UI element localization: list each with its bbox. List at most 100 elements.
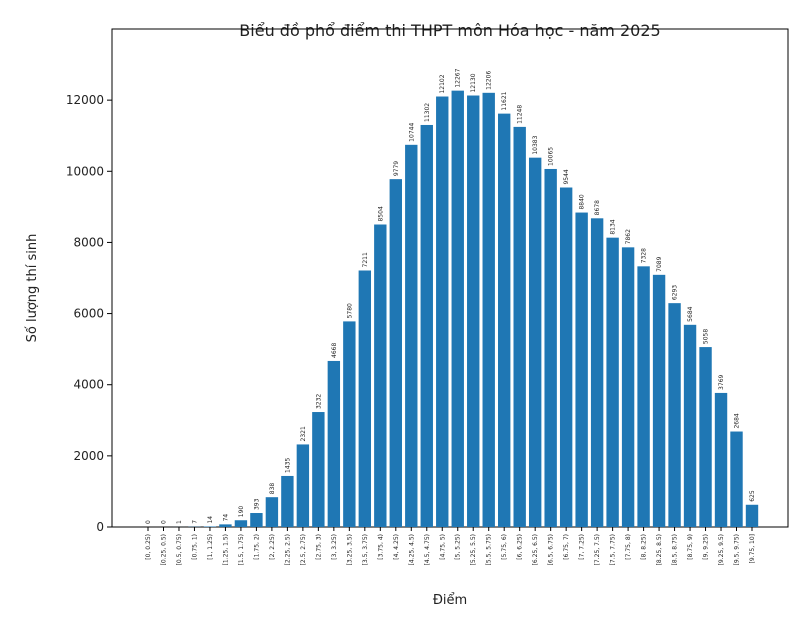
bar: [297, 444, 309, 527]
value-label: 7: [191, 520, 198, 524]
bar: [575, 213, 587, 527]
x-tick-label: [8.75, 9): [687, 534, 694, 560]
bar: [560, 188, 572, 527]
value-label: 393: [253, 498, 260, 510]
value-label: 2321: [300, 426, 307, 441]
bar: [266, 497, 278, 527]
bar: [591, 218, 603, 527]
x-tick-label: [2.75, 3): [315, 534, 322, 560]
bar: [405, 145, 417, 527]
bar: [436, 97, 448, 527]
x-tick-label: [6, 6.25): [517, 534, 524, 560]
x-tick-label: [3.5, 3.75): [362, 534, 369, 565]
value-label: 5058: [703, 329, 710, 344]
x-tick-label: [6.75, 7): [563, 534, 570, 560]
bar: [374, 225, 386, 527]
value-label: 7328: [641, 248, 648, 263]
bar: [668, 303, 680, 527]
value-label: 8840: [579, 194, 586, 209]
y-tick-label: 12000: [66, 93, 104, 107]
bar: [746, 505, 758, 527]
value-label: 10383: [532, 135, 539, 154]
x-tick-label: [4.5, 4.75): [424, 534, 431, 565]
x-tick-label: [0.5, 0.75): [176, 534, 183, 565]
value-label: 12130: [470, 73, 477, 92]
x-tick-label: [3, 3.25): [331, 534, 338, 560]
x-tick-label: [3.75, 4): [377, 534, 384, 560]
value-label: 12206: [486, 71, 493, 90]
x-tick-label: [4, 4.25): [393, 534, 400, 560]
bar: [312, 412, 324, 527]
value-label: 8678: [594, 200, 601, 215]
bar: [235, 520, 247, 527]
bar: [715, 393, 727, 527]
bar: [684, 325, 696, 527]
x-tick-label: [7.5, 7.75): [610, 534, 617, 565]
x-tick-label: [5.5, 5.75): [486, 534, 493, 565]
value-label: 4668: [331, 343, 338, 358]
x-tick-label: [0, 0.25): [145, 534, 152, 560]
x-tick-label: [3.25, 3.5): [346, 534, 353, 565]
value-label: 1435: [284, 458, 291, 473]
y-tick-label: 0: [96, 520, 104, 534]
bar: [606, 238, 618, 527]
bar: [219, 524, 231, 527]
bar: [498, 114, 510, 527]
y-tick-label: 6000: [73, 307, 104, 321]
bar: [343, 321, 355, 527]
bar: [483, 93, 495, 527]
bar: [637, 266, 649, 527]
bar: [452, 91, 464, 527]
bar: [390, 179, 402, 527]
x-tick-label: [7.25, 7.5): [594, 534, 601, 565]
x-tick-label: [1, 1.25): [207, 534, 214, 560]
x-tick-label: [2.5, 2.75): [300, 534, 307, 565]
value-label: 11248: [517, 105, 524, 124]
bar: [544, 169, 556, 527]
x-tick-label: [1.25, 1.5): [222, 534, 229, 565]
bar: [250, 513, 262, 527]
value-label: 7862: [625, 229, 632, 244]
chart-title: Biểu đồ phổ điểm thi THPT môn Hóa học - …: [239, 21, 660, 40]
value-label: 8504: [377, 206, 384, 221]
x-tick-label: [6.5, 6.75): [548, 534, 555, 565]
value-label: 10744: [408, 123, 415, 142]
bar: [359, 270, 371, 527]
value-label: 1: [176, 520, 183, 524]
x-tick-label: [2.25, 2.5): [284, 534, 291, 565]
value-label: 625: [749, 490, 756, 502]
x-tick-label: [9.5, 9.75): [734, 534, 741, 565]
x-tick-label: [6.25, 6.5): [532, 534, 539, 565]
value-label: 12102: [439, 74, 446, 93]
x-tick-label: [4.75, 5): [439, 534, 446, 560]
x-tick-label: [8.25, 8.5): [656, 534, 663, 565]
x-tick-label: [1.5, 1.75): [238, 534, 245, 565]
value-label: 7211: [362, 252, 369, 267]
y-tick-label: 2000: [73, 449, 104, 463]
x-tick-label: [7.75, 8): [625, 534, 632, 560]
value-label: 6293: [672, 285, 679, 300]
bar: [622, 247, 634, 527]
value-label: 190: [238, 506, 245, 518]
value-label: 12267: [455, 68, 462, 87]
x-tick-label: [5, 5.25): [455, 534, 462, 560]
x-tick-label: [1.75, 2): [253, 534, 260, 560]
value-label: 14: [207, 516, 214, 524]
x-tick-label: [7, 7.25): [579, 534, 586, 560]
value-label: 3769: [718, 374, 725, 389]
x-tick-label: [8, 8.25): [641, 534, 648, 560]
value-label: 2684: [734, 413, 741, 428]
value-label: 7089: [656, 256, 663, 271]
bar: [529, 158, 541, 527]
x-tick-label: [5.75, 6): [501, 534, 508, 560]
value-label: 11302: [424, 103, 431, 122]
bar: [730, 432, 742, 527]
y-tick-label: 4000: [73, 378, 104, 392]
bar: [281, 476, 293, 527]
value-label: 5684: [687, 306, 694, 321]
x-tick-label: [0.25, 0.5): [160, 534, 167, 565]
value-label: 9779: [393, 161, 400, 176]
bar: [467, 96, 479, 527]
x-tick-label: [9, 9.25): [703, 534, 710, 560]
value-label: 3232: [315, 394, 322, 409]
